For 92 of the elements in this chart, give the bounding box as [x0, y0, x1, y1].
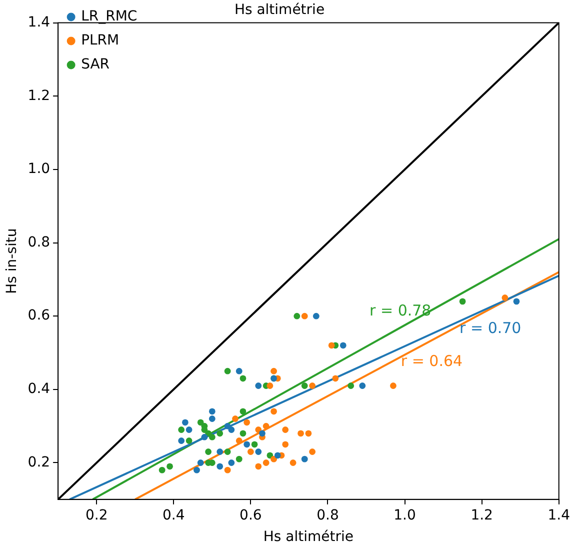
y-tick-label: 1.2	[28, 88, 50, 104]
point	[197, 460, 204, 466]
y-tick-label: 0.8	[28, 234, 50, 250]
point	[290, 460, 296, 466]
point	[255, 426, 262, 433]
legend-label: LR_RMC	[81, 8, 138, 25]
point	[186, 426, 192, 433]
point	[228, 460, 235, 466]
x-axis-title: Hs altimétrie	[263, 529, 354, 546]
point	[186, 438, 192, 444]
y-tick-label: 0.4	[28, 381, 50, 398]
point	[270, 456, 277, 462]
point	[332, 375, 339, 382]
y-tick-label: 1.0	[28, 161, 50, 178]
point	[502, 294, 508, 301]
annotation: r = 0.64	[400, 352, 463, 370]
point	[255, 463, 262, 470]
point	[274, 452, 281, 459]
point	[259, 430, 266, 437]
y-tick-label: 0.2	[28, 454, 50, 470]
x-tick-label: 0.6	[240, 507, 262, 524]
point	[216, 463, 224, 470]
point	[390, 382, 396, 389]
point	[328, 342, 335, 349]
point	[262, 422, 270, 430]
point	[182, 419, 188, 426]
point	[178, 438, 185, 444]
point	[266, 382, 274, 389]
x-tick-label: 1.0	[394, 507, 416, 524]
x-tick-label: 0.2	[85, 507, 108, 524]
point	[194, 466, 200, 474]
point	[270, 408, 277, 415]
annotation: r = 0.70	[460, 318, 522, 337]
point	[228, 426, 235, 433]
point	[282, 426, 289, 433]
point	[312, 312, 320, 320]
point	[224, 422, 231, 430]
point	[224, 466, 231, 474]
point	[224, 448, 231, 455]
point	[216, 430, 224, 437]
legend-label: SAR	[81, 56, 110, 73]
point	[513, 298, 520, 305]
point	[255, 448, 262, 455]
legend-label: PLRM	[81, 32, 120, 49]
point	[166, 463, 173, 470]
point	[201, 426, 208, 433]
y-tick-label: 1.4	[28, 14, 50, 30]
point	[208, 408, 216, 415]
point	[178, 426, 185, 433]
point	[270, 368, 277, 374]
chart-title: Hs altimétrie	[234, 2, 325, 18]
point	[208, 434, 216, 440]
point	[301, 382, 308, 389]
point	[359, 382, 366, 389]
y-tick-label: 0.6	[28, 308, 50, 324]
point	[301, 456, 308, 462]
point	[244, 441, 250, 448]
x-tick-label: 1.4	[548, 507, 570, 524]
point	[348, 382, 354, 389]
point	[309, 382, 316, 389]
point	[247, 448, 254, 455]
point	[244, 419, 250, 426]
x-tick-label: 0.4	[162, 507, 185, 524]
point	[201, 434, 208, 440]
point	[236, 456, 242, 462]
point	[301, 312, 308, 320]
point	[197, 419, 204, 426]
point	[298, 430, 304, 437]
point	[305, 430, 312, 437]
point	[255, 382, 262, 389]
point	[240, 408, 246, 415]
point	[240, 375, 246, 382]
point	[282, 441, 289, 448]
point	[205, 448, 212, 455]
y-axis-title: Hs in-situ	[4, 228, 20, 294]
point	[240, 430, 246, 437]
point	[232, 416, 238, 422]
point	[216, 448, 224, 455]
point	[262, 460, 270, 466]
annotation: r = 0.78	[370, 301, 432, 320]
point	[340, 342, 346, 349]
point	[158, 466, 166, 474]
x-tick-label: 1.2	[470, 507, 493, 524]
point	[236, 368, 242, 374]
point	[294, 312, 300, 320]
point	[224, 368, 231, 374]
point	[459, 298, 466, 305]
point	[309, 448, 316, 455]
point	[208, 416, 216, 422]
x-tick-label: 0.8	[316, 507, 339, 524]
point	[236, 438, 242, 444]
point	[251, 441, 258, 448]
